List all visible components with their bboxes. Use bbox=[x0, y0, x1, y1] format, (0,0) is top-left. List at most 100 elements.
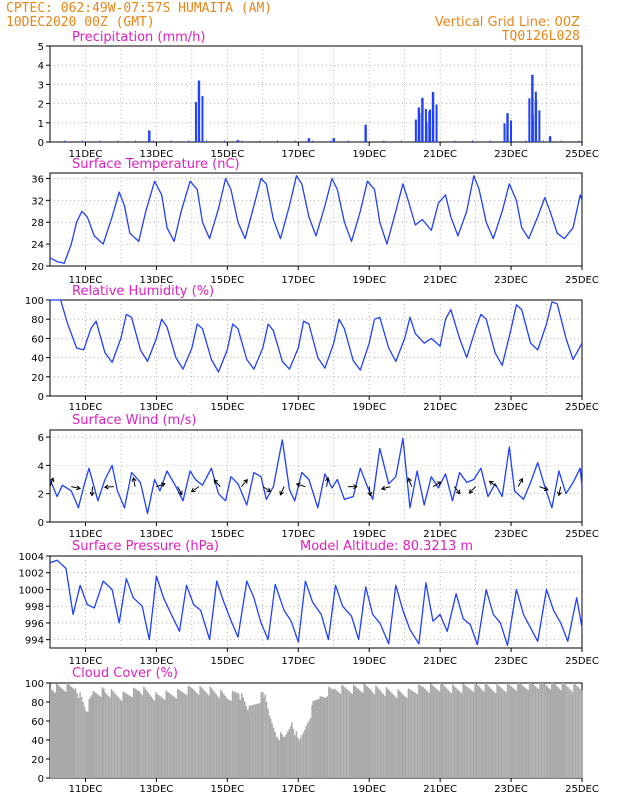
cloud-bar bbox=[211, 688, 213, 778]
cloud-bar bbox=[565, 685, 568, 778]
cloud-bar bbox=[95, 693, 98, 778]
cloud-bar bbox=[571, 691, 574, 778]
cloud-bar bbox=[259, 703, 261, 778]
precip-bar bbox=[99, 140, 101, 142]
x-tick-label: 23DEC bbox=[494, 529, 528, 540]
cloud-bar bbox=[276, 737, 279, 778]
cloud-bar bbox=[178, 689, 181, 778]
cloud-bar bbox=[319, 696, 322, 778]
cloud-bar bbox=[113, 692, 116, 778]
cloud-bar bbox=[490, 688, 493, 778]
cloud-bar bbox=[401, 694, 404, 778]
cloud-bar bbox=[82, 701, 84, 778]
cloud-bar bbox=[551, 683, 553, 778]
cloud-bar bbox=[344, 687, 346, 778]
precip-bar bbox=[170, 140, 172, 142]
wind-arrow-head bbox=[89, 491, 95, 497]
cloud-bar bbox=[435, 688, 438, 778]
wind-arrow bbox=[407, 478, 413, 487]
x-tick-label: 17DEC bbox=[281, 656, 315, 667]
cloud-bar bbox=[338, 692, 340, 778]
cloud-bar bbox=[212, 690, 215, 778]
wind-arrow-head bbox=[367, 491, 373, 497]
cloud-bar bbox=[236, 692, 238, 778]
x-tick-label: 15DEC bbox=[210, 275, 244, 286]
cloud-bar bbox=[446, 688, 448, 778]
wind-arrow-head bbox=[190, 487, 196, 493]
header-location: CPTEC: 062:49W-07:57S HUMAITA (AM) bbox=[6, 1, 272, 16]
x-tick-label: 19DEC bbox=[352, 275, 386, 286]
x-tick-label: 17DEC bbox=[281, 784, 315, 795]
cloud-bar bbox=[106, 694, 108, 778]
cloud-bar bbox=[257, 703, 260, 778]
wind-arrow bbox=[296, 483, 306, 488]
cloud-bar bbox=[175, 698, 178, 778]
cloud-bar bbox=[165, 690, 167, 778]
x-tick-label: 13DEC bbox=[140, 529, 174, 540]
cloud-bar bbox=[202, 689, 204, 778]
cloud-bar bbox=[162, 698, 164, 778]
cloud-bar bbox=[199, 686, 201, 778]
wind-arrow bbox=[156, 483, 166, 488]
cloud-bar bbox=[184, 694, 187, 778]
x-tick-label: 15DEC bbox=[210, 149, 244, 160]
cloud-bar bbox=[51, 690, 53, 778]
cloud-bar bbox=[557, 687, 559, 778]
cloud-bar bbox=[191, 688, 194, 778]
cloud-bar bbox=[269, 718, 272, 778]
cloud-bar bbox=[348, 691, 351, 778]
cloud-bar bbox=[316, 699, 319, 778]
x-tick-label: 17DEC bbox=[281, 402, 315, 413]
wind-arrow bbox=[49, 477, 54, 487]
panel-frame bbox=[49, 555, 583, 649]
wind-arrow bbox=[104, 486, 114, 488]
cloud-bar bbox=[290, 726, 292, 778]
header-grid-note: Vertical Grid Line: 00Z bbox=[435, 15, 580, 30]
cloud-bar bbox=[465, 685, 467, 778]
cloud-bar bbox=[98, 695, 101, 778]
cloud-bar bbox=[72, 688, 74, 778]
cloud-bar bbox=[275, 736, 278, 778]
cloud-bar bbox=[567, 687, 569, 778]
cloud-bar bbox=[549, 689, 552, 778]
series-line bbox=[49, 437, 583, 515]
cloud-bar bbox=[394, 696, 396, 778]
cloud-bar bbox=[419, 685, 422, 778]
cloud-bar bbox=[279, 732, 282, 778]
precip-bar bbox=[364, 124, 367, 142]
wind-arrow-head bbox=[543, 486, 549, 491]
precip-bar bbox=[421, 97, 424, 142]
cloud-bar bbox=[406, 697, 408, 778]
cloud-bar bbox=[441, 683, 444, 778]
panel-title: Precipitation (mm/h) bbox=[72, 30, 205, 45]
cloud-bar bbox=[74, 688, 77, 778]
wind-arrow-head bbox=[325, 476, 330, 482]
precip-bar bbox=[525, 140, 527, 142]
cloud-bar bbox=[523, 686, 525, 778]
cloud-bar bbox=[456, 689, 459, 778]
precip-bar bbox=[578, 140, 580, 142]
cloud-bar bbox=[450, 693, 453, 778]
cloud-bar bbox=[412, 691, 414, 778]
cloud-bar bbox=[92, 690, 95, 778]
x-tick-label: 15DEC bbox=[210, 402, 244, 413]
cloud-bar bbox=[370, 690, 373, 778]
precip-bar bbox=[294, 140, 296, 142]
cloud-bar bbox=[177, 688, 179, 778]
x-tick-label: 25DEC bbox=[565, 784, 599, 795]
cloud-bar bbox=[271, 723, 273, 778]
cloud-bar bbox=[397, 689, 399, 778]
precip-bar bbox=[312, 140, 314, 142]
precip-bar bbox=[510, 120, 513, 142]
cloud-bar bbox=[497, 685, 500, 778]
cloud-bar bbox=[221, 691, 224, 778]
cloud-bar bbox=[434, 687, 436, 778]
precip-bar bbox=[429, 109, 432, 142]
precip-bar bbox=[531, 74, 534, 142]
cloud-bar bbox=[215, 694, 218, 778]
cloud-bar bbox=[475, 683, 478, 778]
cloud-bar bbox=[449, 691, 451, 778]
cloud-bar bbox=[76, 693, 78, 778]
wind-arrow-head bbox=[131, 476, 137, 482]
y-tick-label: 6 bbox=[38, 433, 44, 444]
